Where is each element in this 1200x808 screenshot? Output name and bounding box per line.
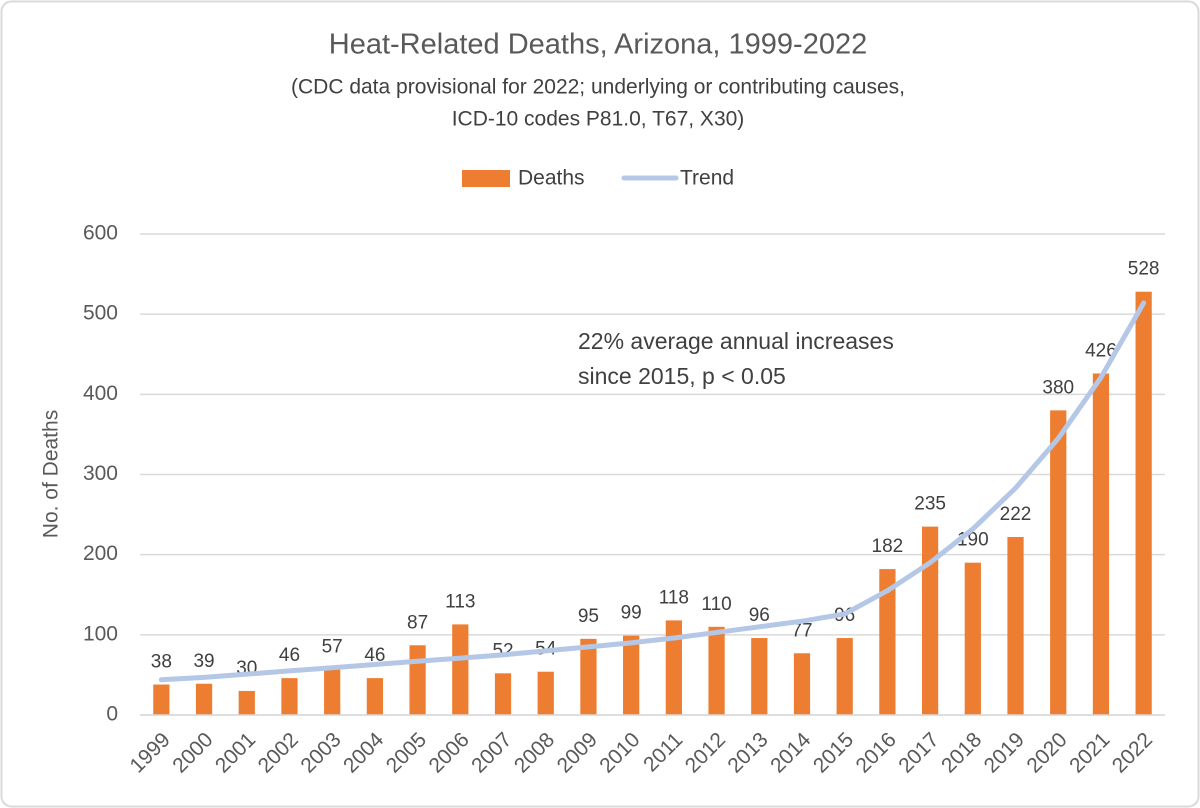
bar xyxy=(1092,373,1110,715)
bar xyxy=(494,673,512,715)
y-tick-label: 400 xyxy=(83,382,118,405)
legend-label: Deaths xyxy=(518,167,585,190)
data-label: 380 xyxy=(1042,377,1074,398)
bar xyxy=(281,678,298,715)
y-tick-label: 0 xyxy=(106,703,118,726)
bar xyxy=(793,653,811,715)
data-label: 182 xyxy=(872,536,904,557)
bar xyxy=(836,638,853,715)
bar xyxy=(195,683,213,715)
data-label: 57 xyxy=(322,636,343,657)
data-label: 87 xyxy=(407,612,428,633)
y-axis-label: No. of Deaths xyxy=(40,410,63,538)
data-label: 52 xyxy=(492,640,513,661)
chart-subtitle: ICD-10 codes P81.0, T67, X30) xyxy=(452,108,745,131)
data-label: 118 xyxy=(659,587,689,608)
bar xyxy=(1050,410,1067,715)
bar xyxy=(1007,537,1024,715)
data-label: 528 xyxy=(1128,259,1160,280)
bar xyxy=(366,678,384,715)
bar xyxy=(324,669,341,715)
bar xyxy=(409,645,426,715)
legend-swatch xyxy=(462,170,510,187)
bar xyxy=(452,624,469,715)
annotation: since 2015, p < 0.05 xyxy=(578,363,786,389)
bar xyxy=(1135,291,1152,715)
y-tick-label: 600 xyxy=(83,222,118,245)
bar xyxy=(537,671,554,715)
y-tick-label: 200 xyxy=(83,542,118,565)
bar xyxy=(921,526,939,715)
y-tick-label: 300 xyxy=(83,462,118,485)
data-label: 99 xyxy=(621,603,642,624)
data-label: 96 xyxy=(749,605,770,626)
data-label: 113 xyxy=(445,591,475,612)
bar xyxy=(665,620,682,715)
data-label: 77 xyxy=(791,620,812,641)
data-label: 95 xyxy=(578,606,599,627)
bar xyxy=(153,684,170,715)
bar xyxy=(623,635,640,715)
data-label: 46 xyxy=(364,645,385,666)
data-label: 38 xyxy=(151,652,172,673)
data-label: 426 xyxy=(1085,341,1117,362)
bar xyxy=(751,638,768,715)
bar xyxy=(879,569,896,715)
annotation: 22% average annual increases xyxy=(578,328,894,354)
bar xyxy=(580,638,597,715)
chart-subtitle: (CDC data provisional for 2022; underlyi… xyxy=(291,76,905,99)
legend-label: Trend xyxy=(680,167,734,190)
bar xyxy=(708,626,725,715)
y-tick-label: 100 xyxy=(83,622,118,645)
bar xyxy=(964,562,981,715)
y-tick-label: 500 xyxy=(83,302,118,325)
data-label: 222 xyxy=(1000,504,1032,525)
trend-line xyxy=(158,300,1147,683)
chart-title: Heat-Related Deaths, Arizona, 1999-2022 xyxy=(329,29,867,61)
bar xyxy=(238,690,255,715)
data-label: 110 xyxy=(701,594,731,615)
data-label: 39 xyxy=(193,651,214,672)
data-label: 235 xyxy=(914,494,946,515)
data-label: 46 xyxy=(279,645,300,666)
